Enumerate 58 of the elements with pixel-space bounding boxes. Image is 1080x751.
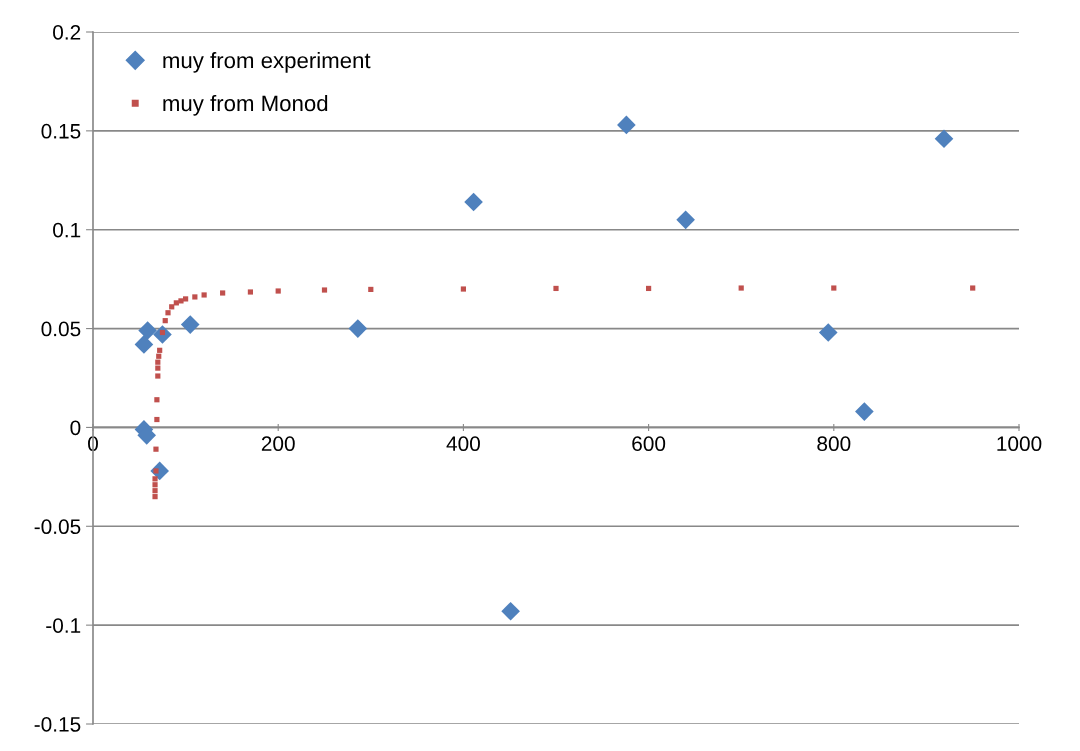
- point: [169, 304, 175, 310]
- point: [138, 321, 157, 340]
- point: [738, 285, 744, 291]
- y-tick-label: -0.05: [34, 519, 81, 535]
- point: [321, 287, 328, 293]
- point: [165, 310, 171, 316]
- x-tick-label: 0: [88, 436, 98, 452]
- point: [152, 488, 158, 494]
- y-tick-label: 0: [70, 420, 81, 436]
- point: [152, 476, 158, 482]
- point: [646, 285, 652, 292]
- point: [178, 298, 184, 304]
- point: [464, 192, 483, 212]
- point: [934, 129, 954, 149]
- legend-label: muy from experiment: [163, 52, 371, 73]
- x-tick-label: 400: [446, 436, 480, 452]
- point: [152, 494, 158, 500]
- x-tick-label: 800: [817, 436, 851, 452]
- x-tick-label: 1000: [997, 436, 1042, 452]
- x-tick-label: 200: [261, 436, 295, 452]
- point: [157, 347, 163, 353]
- point: [154, 397, 160, 403]
- x-tick-label: 600: [632, 436, 666, 452]
- point: [348, 319, 368, 338]
- point: [201, 292, 207, 298]
- y-tick-label: 0.1: [53, 222, 81, 238]
- point: [134, 335, 154, 354]
- point: [180, 315, 200, 334]
- point: [156, 353, 162, 359]
- point: [275, 288, 281, 294]
- point: [153, 468, 159, 474]
- point: [153, 446, 159, 452]
- point: [553, 285, 559, 292]
- y-tick-label: 0.05: [41, 321, 81, 337]
- point: [162, 318, 168, 324]
- point: [155, 365, 161, 371]
- point: [247, 289, 254, 295]
- point: [676, 210, 695, 230]
- y-tick-label: -0.15: [34, 717, 81, 732]
- point: [220, 290, 226, 296]
- point: [155, 359, 161, 365]
- y-tick-label: 0.15: [41, 123, 81, 139]
- point: [192, 294, 198, 300]
- point: [154, 416, 160, 423]
- point: [501, 601, 520, 621]
- point: [617, 115, 636, 135]
- legend-label: muy from Monod: [163, 94, 328, 116]
- point: [368, 286, 374, 293]
- point: [970, 285, 976, 291]
- point: [460, 286, 466, 292]
- point: [155, 373, 161, 379]
- point: [152, 482, 158, 488]
- y-tick-label: 0.2: [53, 25, 81, 40]
- y-tick-label: -0.1: [46, 618, 81, 633]
- point: [818, 323, 838, 342]
- point: [183, 296, 189, 302]
- point: [855, 402, 874, 421]
- point: [831, 285, 837, 291]
